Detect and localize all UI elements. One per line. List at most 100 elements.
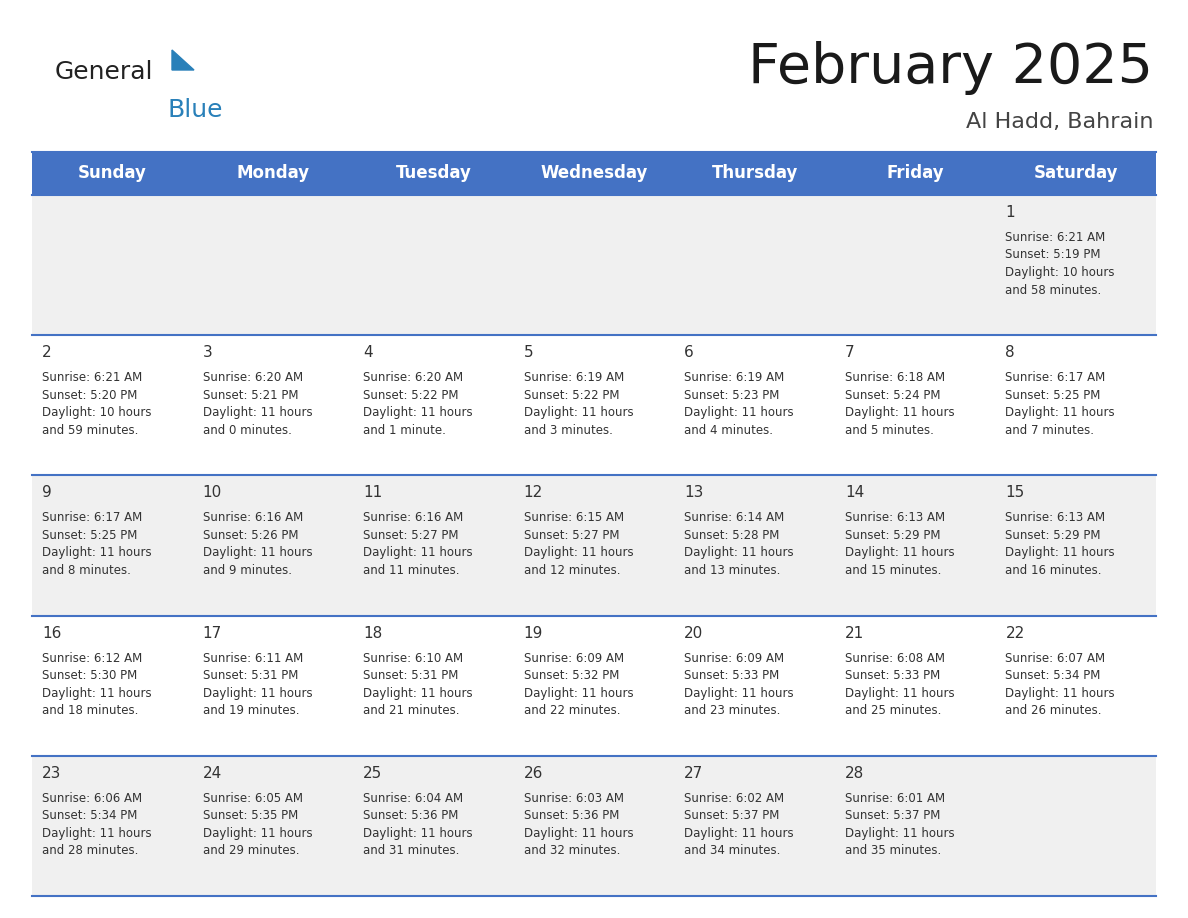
Text: Sunrise: 6:13 AM
Sunset: 5:29 PM
Daylight: 11 hours
and 16 minutes.: Sunrise: 6:13 AM Sunset: 5:29 PM Dayligh…: [1005, 511, 1116, 577]
Text: 20: 20: [684, 625, 703, 641]
Text: 4: 4: [364, 345, 373, 360]
Text: 23: 23: [42, 766, 62, 781]
Bar: [32, 756, 192, 896]
Text: Sunrise: 6:20 AM
Sunset: 5:21 PM
Daylight: 11 hours
and 0 minutes.: Sunrise: 6:20 AM Sunset: 5:21 PM Dayligh…: [203, 371, 312, 437]
Bar: [835, 476, 996, 616]
Text: Sunrise: 6:14 AM
Sunset: 5:28 PM
Daylight: 11 hours
and 13 minutes.: Sunrise: 6:14 AM Sunset: 5:28 PM Dayligh…: [684, 511, 794, 577]
Text: Sunrise: 6:12 AM
Sunset: 5:30 PM
Daylight: 11 hours
and 18 minutes.: Sunrise: 6:12 AM Sunset: 5:30 PM Dayligh…: [42, 652, 152, 717]
Bar: [192, 195, 353, 335]
Text: 8: 8: [1005, 345, 1015, 360]
Text: Sunrise: 6:11 AM
Sunset: 5:31 PM
Daylight: 11 hours
and 19 minutes.: Sunrise: 6:11 AM Sunset: 5:31 PM Dayligh…: [203, 652, 312, 717]
Text: Sunrise: 6:16 AM
Sunset: 5:27 PM
Daylight: 11 hours
and 11 minutes.: Sunrise: 6:16 AM Sunset: 5:27 PM Dayligh…: [364, 511, 473, 577]
Text: Sunrise: 6:19 AM
Sunset: 5:23 PM
Daylight: 11 hours
and 4 minutes.: Sunrise: 6:19 AM Sunset: 5:23 PM Dayligh…: [684, 371, 794, 437]
Bar: [996, 756, 1156, 896]
Text: Sunrise: 6:08 AM
Sunset: 5:33 PM
Daylight: 11 hours
and 25 minutes.: Sunrise: 6:08 AM Sunset: 5:33 PM Dayligh…: [845, 652, 954, 717]
Text: 7: 7: [845, 345, 854, 360]
Bar: [32, 195, 192, 335]
Text: Tuesday: Tuesday: [396, 164, 472, 183]
Bar: [513, 476, 675, 616]
Text: 25: 25: [364, 766, 383, 781]
Text: 16: 16: [42, 625, 62, 641]
Text: 24: 24: [203, 766, 222, 781]
Bar: [996, 195, 1156, 335]
Text: 10: 10: [203, 486, 222, 500]
Bar: [353, 756, 513, 896]
Polygon shape: [172, 50, 194, 70]
Text: Sunrise: 6:07 AM
Sunset: 5:34 PM
Daylight: 11 hours
and 26 minutes.: Sunrise: 6:07 AM Sunset: 5:34 PM Dayligh…: [1005, 652, 1116, 717]
Text: 17: 17: [203, 625, 222, 641]
Bar: [192, 756, 353, 896]
Bar: [996, 476, 1156, 616]
Text: 13: 13: [684, 486, 703, 500]
Text: 26: 26: [524, 766, 543, 781]
Bar: [835, 195, 996, 335]
Bar: [192, 335, 353, 476]
Text: General: General: [55, 60, 153, 84]
Text: Sunrise: 6:21 AM
Sunset: 5:20 PM
Daylight: 10 hours
and 59 minutes.: Sunrise: 6:21 AM Sunset: 5:20 PM Dayligh…: [42, 371, 152, 437]
Bar: [192, 616, 353, 756]
Bar: [32, 476, 192, 616]
Bar: [675, 616, 835, 756]
Text: Sunrise: 6:09 AM
Sunset: 5:32 PM
Daylight: 11 hours
and 22 minutes.: Sunrise: 6:09 AM Sunset: 5:32 PM Dayligh…: [524, 652, 633, 717]
Text: Sunrise: 6:05 AM
Sunset: 5:35 PM
Daylight: 11 hours
and 29 minutes.: Sunrise: 6:05 AM Sunset: 5:35 PM Dayligh…: [203, 792, 312, 857]
Bar: [32, 335, 192, 476]
Bar: [192, 152, 353, 195]
Text: Sunrise: 6:15 AM
Sunset: 5:27 PM
Daylight: 11 hours
and 12 minutes.: Sunrise: 6:15 AM Sunset: 5:27 PM Dayligh…: [524, 511, 633, 577]
Bar: [32, 152, 192, 195]
Text: Sunday: Sunday: [78, 164, 147, 183]
Bar: [353, 476, 513, 616]
Bar: [675, 476, 835, 616]
Text: 12: 12: [524, 486, 543, 500]
Text: 11: 11: [364, 486, 383, 500]
Text: February 2025: February 2025: [748, 41, 1154, 95]
Text: Sunrise: 6:13 AM
Sunset: 5:29 PM
Daylight: 11 hours
and 15 minutes.: Sunrise: 6:13 AM Sunset: 5:29 PM Dayligh…: [845, 511, 954, 577]
Text: 5: 5: [524, 345, 533, 360]
Text: 15: 15: [1005, 486, 1025, 500]
Bar: [675, 756, 835, 896]
Text: Saturday: Saturday: [1034, 164, 1118, 183]
Text: 22: 22: [1005, 625, 1025, 641]
Bar: [513, 616, 675, 756]
Text: 9: 9: [42, 486, 52, 500]
Text: Sunrise: 6:02 AM
Sunset: 5:37 PM
Daylight: 11 hours
and 34 minutes.: Sunrise: 6:02 AM Sunset: 5:37 PM Dayligh…: [684, 792, 794, 857]
Bar: [675, 335, 835, 476]
Bar: [675, 195, 835, 335]
Bar: [353, 335, 513, 476]
Text: 6: 6: [684, 345, 694, 360]
Text: Sunrise: 6:09 AM
Sunset: 5:33 PM
Daylight: 11 hours
and 23 minutes.: Sunrise: 6:09 AM Sunset: 5:33 PM Dayligh…: [684, 652, 794, 717]
Text: 1: 1: [1005, 205, 1015, 220]
Bar: [835, 756, 996, 896]
Bar: [996, 335, 1156, 476]
Bar: [996, 616, 1156, 756]
Bar: [192, 476, 353, 616]
Bar: [353, 195, 513, 335]
Text: Sunrise: 6:01 AM
Sunset: 5:37 PM
Daylight: 11 hours
and 35 minutes.: Sunrise: 6:01 AM Sunset: 5:37 PM Dayligh…: [845, 792, 954, 857]
Bar: [513, 195, 675, 335]
Text: Sunrise: 6:17 AM
Sunset: 5:25 PM
Daylight: 11 hours
and 7 minutes.: Sunrise: 6:17 AM Sunset: 5:25 PM Dayligh…: [1005, 371, 1116, 437]
Text: Sunrise: 6:10 AM
Sunset: 5:31 PM
Daylight: 11 hours
and 21 minutes.: Sunrise: 6:10 AM Sunset: 5:31 PM Dayligh…: [364, 652, 473, 717]
Bar: [996, 152, 1156, 195]
Text: 19: 19: [524, 625, 543, 641]
Text: Sunrise: 6:04 AM
Sunset: 5:36 PM
Daylight: 11 hours
and 31 minutes.: Sunrise: 6:04 AM Sunset: 5:36 PM Dayligh…: [364, 792, 473, 857]
Text: Blue: Blue: [168, 98, 222, 122]
Bar: [835, 335, 996, 476]
Bar: [835, 616, 996, 756]
Bar: [675, 152, 835, 195]
Text: 21: 21: [845, 625, 864, 641]
Text: Sunrise: 6:16 AM
Sunset: 5:26 PM
Daylight: 11 hours
and 9 minutes.: Sunrise: 6:16 AM Sunset: 5:26 PM Dayligh…: [203, 511, 312, 577]
Text: 27: 27: [684, 766, 703, 781]
Text: Monday: Monday: [236, 164, 309, 183]
Text: 18: 18: [364, 625, 383, 641]
Bar: [513, 756, 675, 896]
Text: Sunrise: 6:17 AM
Sunset: 5:25 PM
Daylight: 11 hours
and 8 minutes.: Sunrise: 6:17 AM Sunset: 5:25 PM Dayligh…: [42, 511, 152, 577]
Text: Sunrise: 6:20 AM
Sunset: 5:22 PM
Daylight: 11 hours
and 1 minute.: Sunrise: 6:20 AM Sunset: 5:22 PM Dayligh…: [364, 371, 473, 437]
Text: Sunrise: 6:06 AM
Sunset: 5:34 PM
Daylight: 11 hours
and 28 minutes.: Sunrise: 6:06 AM Sunset: 5:34 PM Dayligh…: [42, 792, 152, 857]
Text: 14: 14: [845, 486, 864, 500]
Text: Sunrise: 6:21 AM
Sunset: 5:19 PM
Daylight: 10 hours
and 58 minutes.: Sunrise: 6:21 AM Sunset: 5:19 PM Dayligh…: [1005, 231, 1114, 297]
Text: Sunrise: 6:03 AM
Sunset: 5:36 PM
Daylight: 11 hours
and 32 minutes.: Sunrise: 6:03 AM Sunset: 5:36 PM Dayligh…: [524, 792, 633, 857]
Text: Al Hadd, Bahrain: Al Hadd, Bahrain: [966, 112, 1154, 132]
Bar: [513, 152, 675, 195]
Bar: [513, 335, 675, 476]
Text: 3: 3: [203, 345, 213, 360]
Text: Sunrise: 6:18 AM
Sunset: 5:24 PM
Daylight: 11 hours
and 5 minutes.: Sunrise: 6:18 AM Sunset: 5:24 PM Dayligh…: [845, 371, 954, 437]
